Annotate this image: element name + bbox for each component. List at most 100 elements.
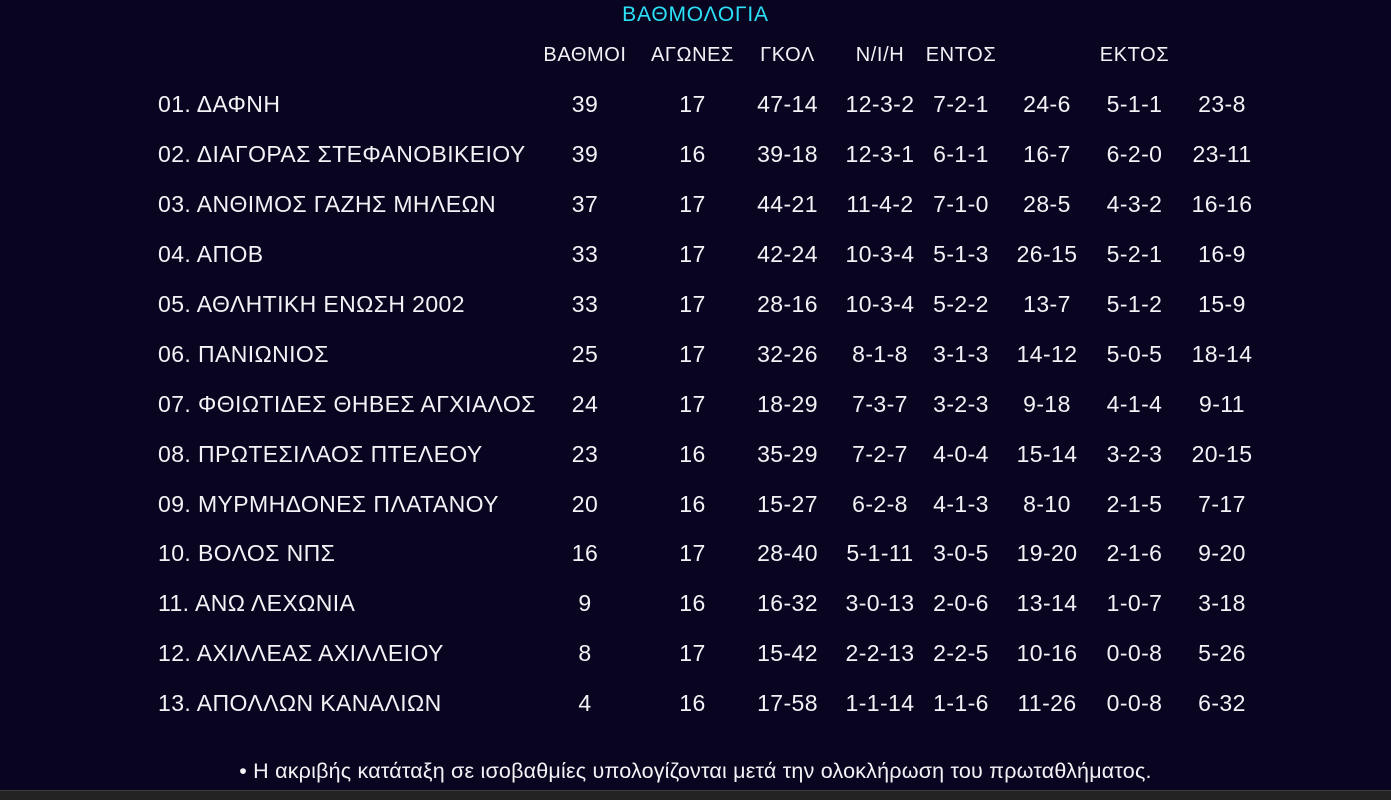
team-cell: 06. ΠΑΝΙΩΝΙΟΣ [0, 341, 520, 368]
home-record-value: 5-1-3 [933, 241, 989, 268]
header-points: ΒΑΘΜΟΙ [543, 43, 627, 66]
points-value: 25 [571, 340, 599, 367]
home-goals-value: 14-12 [1016, 340, 1078, 367]
points-value: 39 [571, 141, 599, 168]
games-value: 17 [679, 191, 706, 218]
away-goals-value: 23-8 [1198, 91, 1246, 118]
record-value: 1-1-14 [845, 690, 915, 717]
tiebreak-footnote: • Η ακριβής κατάταξη σε ισοβαθμίες υπολο… [239, 758, 1152, 783]
team-cell: 12. ΑΧΙΛΛΕΑΣ ΑΧΙΛΛΕΙΟΥ [0, 640, 520, 667]
home-record-value: 1-1-6 [933, 690, 989, 717]
table-row: 04. ΑΠΟΒ 33 17 42-24 10-3-4 5-1-3 26-15 … [0, 230, 1391, 280]
home-goals-value: 24-6 [1023, 91, 1071, 118]
team-cell: 04. ΑΠΟΒ [0, 241, 520, 268]
team-cell: 11. ΑΝΩ ΛΕΧΩΝΙΑ [0, 590, 520, 617]
team-cell: 09. ΜΥΡΜΗΔΟΝΕΣ ΠΛΑΤΑΝΟΥ [0, 491, 520, 518]
points-value: 33 [571, 291, 599, 317]
home-record-value: 6-1-1 [933, 141, 989, 168]
points-value: 37 [571, 191, 599, 218]
games-value: 17 [679, 340, 706, 367]
home-goals-value: 19-20 [1016, 540, 1078, 567]
record-value: 6-2-8 [852, 490, 908, 517]
table-row: 07. ΦΘΙΩΤΙΔΕΣ ΘΗΒΕΣ ΑΓΧΙΑΛΟΣ 24 17 18-29… [0, 379, 1391, 429]
team-rank: 10. [158, 540, 192, 567]
table-row: 09. ΜΥΡΜΗΔΟΝΕΣ ΠΛΑΤΑΝΟΥ 20 16 15-27 6-2-… [0, 479, 1391, 529]
games-value: 17 [679, 540, 706, 567]
record-value: 10-3-4 [845, 241, 915, 268]
team-name: ΠΡΩΤΕΣΙΛΑΟΣ ΠΤΕΛΕΟΥ [197, 440, 483, 467]
home-record-value: 7-1-0 [933, 191, 989, 218]
team-name: ΑΧΙΛΛΕΑΣ ΑΧΙΛΛΕΙΟΥ [196, 640, 444, 667]
home-goals-value: 15-14 [1016, 440, 1078, 467]
home-goals-value: 8-10 [1023, 490, 1071, 517]
away-goals-value: 15-9 [1198, 291, 1246, 317]
team-cell: 05. ΑΘΛΗΤΙΚΗ ΕΝΩΣΗ 2002 [0, 291, 520, 318]
away-record-value: 5-1-2 [1106, 291, 1163, 317]
home-record-value: 4-1-3 [933, 490, 989, 517]
goals-value: 44-21 [757, 191, 818, 218]
games-value: 17 [679, 390, 706, 417]
goals-value: 32-26 [757, 340, 818, 367]
games-value: 17 [679, 91, 706, 118]
team-cell: 01. ΔΑΦΝΗ [0, 91, 520, 118]
table-row: 12. ΑΧΙΛΛΕΑΣ ΑΧΙΛΛΕΙΟΥ 8 17 15-42 2-2-13… [0, 629, 1391, 679]
away-record-value: 3-2-3 [1106, 440, 1163, 467]
away-record-value: 4-1-4 [1106, 390, 1163, 417]
team-cell: 02. ΔΙΑΓΟΡΑΣ ΣΤΕΦΑΝΟΒΙΚΕΙΟΥ [0, 141, 525, 168]
table-row: 01. ΔΑΦΝΗ 39 17 47-14 12-3-2 7-2-1 24-6 … [0, 80, 1391, 130]
table-row: 06. ΠΑΝΙΩΝΙΟΣ 25 17 32-26 8-1-8 3-1-3 14… [0, 329, 1391, 379]
team-rank: 11. [158, 590, 190, 617]
bottom-bar [0, 790, 1391, 800]
away-record-value: 6-2-0 [1106, 141, 1163, 168]
table-row: 08. ΠΡΩΤΕΣΙΛΑΟΣ ΠΤΕΛΕΟΥ 23 16 35-29 7-2-… [0, 429, 1391, 479]
team-rank: 03. [158, 191, 192, 218]
away-goals-value: 7-17 [1198, 490, 1246, 517]
goals-value: 15-27 [757, 490, 818, 517]
team-rank: 04. [158, 241, 192, 268]
goals-value: 16-32 [757, 590, 818, 617]
goals-value: 15-42 [757, 640, 818, 667]
points-value: 8 [578, 640, 592, 667]
away-record-value: 2-1-6 [1106, 540, 1163, 567]
away-record-value: 5-2-1 [1106, 241, 1163, 268]
away-record-value: 0-0-8 [1106, 690, 1163, 717]
team-name: ΠΑΝΙΩΝΙΟΣ [197, 340, 329, 367]
team-name: ΑΝΘΙΜΟΣ ΓΑΖΗΣ ΜΗΛΕΩΝ [196, 191, 497, 218]
away-record-value: 2-1-5 [1106, 490, 1163, 517]
away-record-value: 4-3-2 [1106, 191, 1163, 218]
away-goals-value: 23-11 [1192, 141, 1252, 168]
games-value: 17 [679, 241, 706, 268]
header-games: ΑΓΩΝΕΣ [650, 43, 735, 66]
header-goals: ΓΚΟΛ [760, 43, 815, 66]
away-goals-value: 3-18 [1198, 590, 1246, 617]
team-rank: 02. [158, 141, 192, 168]
table-row: 03. ΑΝΘΙΜΟΣ ΓΑΖΗΣ ΜΗΛΕΩΝ 37 17 44-21 11-… [0, 180, 1391, 230]
record-value: 10-3-4 [845, 291, 915, 317]
games-value: 16 [679, 141, 706, 168]
away-goals-value: 16-9 [1198, 241, 1246, 268]
record-value: 8-1-8 [852, 340, 908, 367]
team-name: ΜΥΡΜΗΔΟΝΕΣ ΠΛΑΤΑΝΟΥ [197, 490, 499, 517]
points-value: 4 [578, 690, 592, 717]
team-cell: 10. ΒΟΛΟΣ ΝΠΣ [0, 540, 520, 567]
goals-value: 17-58 [757, 690, 818, 717]
team-name: ΑΠΟΒ [196, 241, 264, 268]
away-goals-value: 5-26 [1198, 640, 1246, 667]
home-record-value: 2-0-6 [933, 590, 989, 617]
record-value: 5-1-11 [846, 540, 914, 567]
away-goals-value: 18-14 [1191, 340, 1253, 367]
team-cell: 03. ΑΝΘΙΜΟΣ ΓΑΖΗΣ ΜΗΛΕΩΝ [0, 191, 520, 218]
header-away: ΕΚΤΟΣ [1099, 43, 1170, 66]
away-record-value: 1-0-7 [1106, 590, 1163, 617]
home-record-value: 2-2-5 [933, 640, 989, 667]
home-goals-value: 13-14 [1016, 590, 1078, 617]
home-record-value: 4-0-4 [933, 440, 989, 467]
points-value: 24 [571, 390, 599, 417]
goals-value: 35-29 [757, 440, 818, 467]
home-goals-value: 9-18 [1023, 390, 1071, 417]
team-name: ΒΟΛΟΣ ΝΠΣ [197, 540, 336, 567]
table-row: 11. ΑΝΩ ΛΕΧΩΝΙΑ 9 16 16-32 3-0-13 2-0-6 … [0, 579, 1391, 629]
points-value: 16 [571, 540, 599, 567]
goals-value: 42-24 [757, 241, 818, 268]
record-value: 12-3-1 [845, 141, 915, 168]
